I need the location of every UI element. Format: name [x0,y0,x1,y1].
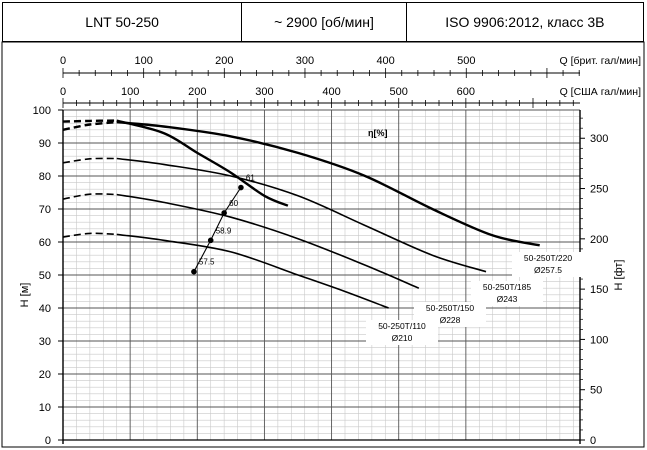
curve-label-diameter: Ø210 [392,333,413,343]
right-axis-tick-label: 300 [590,133,608,145]
curve-label-bg [471,281,543,306]
left-axis-tick-label: 100 [33,105,51,117]
efficiency-solid [116,119,289,207]
curve-solid-4 [116,233,389,309]
top-axis-us-tick-label: 200 [188,86,206,98]
right-axis-tick-label: 150 [590,284,608,296]
left-axis-tick-label: 80 [39,171,51,183]
curve-label-name: 50-250T/185 [483,282,531,292]
left-axis-tick-label: 20 [39,369,51,381]
curve-label-name: 50-250T/150 [426,303,474,313]
header-model: LNT 50-250 [3,3,243,41]
curve-solid-3 [116,193,420,289]
right-axis-tick-label: 100 [590,334,608,346]
chart-labels: 0 100 200 300 400 500 Q [брит. гал/мин]0 100 200… [19,55,641,447]
efficiency-point-label: 57.5 [199,258,215,267]
efficiency-dashed [62,119,117,123]
left-axis-tick-label: 60 [39,237,51,249]
chart-frame [1,41,645,448]
top-axis-uk-tick-label: 100 [134,55,152,67]
efficiency-point [191,268,197,275]
efficiency-point [207,237,214,244]
curve-label-diameter: Ø257.5 [534,265,562,275]
efficiency-point [221,210,227,216]
curve-dashed-3 [62,193,117,200]
left-axis-tick-label: 40 [39,303,51,315]
curve-dashed-1 [62,121,117,131]
left-axis-tick-label: 90 [39,138,51,150]
curve-label-bg [512,252,584,277]
left-axis-tick-label: 30 [39,336,51,348]
right-axis-tick-label: 0 [590,435,596,447]
top-axis-uk-tick-label: 500 [457,55,475,67]
top-axis-us-label: Q [США гал/мин] [560,86,641,98]
top-axis-uk-label: Q [брит. гал/мин] [560,55,642,67]
curve-solid-2 [116,157,487,273]
left-axis-tick-label: 70 [39,204,51,216]
right-axis-tick-label: 200 [590,234,608,246]
efficiency-guide [193,187,242,272]
header-standard: ISO 9906:2012, класс 3B [445,14,605,30]
efficiency-point-label: 61 [246,174,255,183]
curve-label-diameter: Ø228 [440,315,461,325]
curve-dashed-2 [62,157,117,164]
top-axis-us-tick-label: 0 [60,86,66,98]
curve-label-name: 50-250T/220 [524,253,572,263]
top-axis-uk-tick-label: 400 [376,55,394,67]
efficiency-axis-label: η[%] [368,128,388,138]
curve-label-bg [366,320,438,345]
efficiency-point [238,184,244,191]
left-axis-tick-label: 0 [45,435,51,447]
curve-label-name: 50-250T/110 [378,321,426,331]
axes [1,41,645,448]
top-axis-uk-tick-label: 200 [215,55,233,67]
left-axis-label: H [м] [19,283,31,308]
right-axis-label: H [фт] [613,260,625,291]
top-axis-us-tick-label: 400 [322,86,340,98]
right-axis-tick-label: 50 [590,385,602,397]
right-axis-tick-label: 250 [590,184,608,196]
top-axis-us-tick-label: 100 [121,86,139,98]
left-axis-tick-label: 50 [39,270,51,282]
top-axis-uk-tick-label: 300 [296,55,314,67]
top-axis-us-tick-label: 300 [255,86,273,98]
top-axis-us-tick-label: 600 [457,86,475,98]
top-axis-uk-tick-label: 0 [60,55,66,67]
left-axis-tick-label: 10 [39,402,51,414]
top-axis-us-tick-label: 500 [390,86,408,98]
header-speed: ~ 2900 [об/мин] [242,3,407,41]
curve-dashed-4 [62,232,117,238]
efficiency-point-label: 58.9 [216,226,232,235]
pump-curves [62,119,540,309]
curve-solid-1 [116,121,540,247]
curve-label-diameter: Ø243 [497,294,518,304]
efficiency-point-label: 60 [229,199,238,208]
